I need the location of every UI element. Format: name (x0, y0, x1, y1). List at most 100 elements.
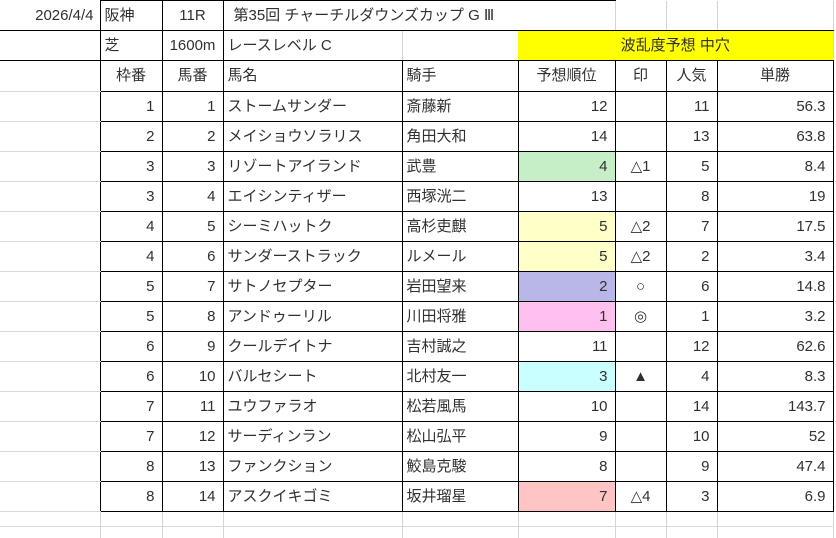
horse-number-cell[interactable]: 14 (162, 482, 223, 512)
margin-cell[interactable] (0, 482, 100, 512)
predicted-rank-cell[interactable]: 1 (518, 302, 615, 332)
popularity-cell[interactable]: 6 (666, 272, 717, 302)
win-odds-cell[interactable]: 47.4 (717, 452, 833, 482)
mark-cell[interactable] (615, 92, 666, 122)
win-odds-cell[interactable]: 63.8 (717, 122, 833, 152)
jockey-name-cell[interactable]: 西塚洸二 (402, 182, 518, 212)
jockey-name-cell[interactable]: 松若風馬 (402, 392, 518, 422)
margin-cell[interactable] (0, 332, 100, 362)
mark-cell[interactable] (615, 122, 666, 152)
win-odds-cell[interactable]: 8.4 (717, 152, 833, 182)
frame-number-cell[interactable]: 2 (100, 122, 162, 152)
mark-cell[interactable] (615, 422, 666, 452)
predicted-rank-cell[interactable]: 14 (518, 122, 615, 152)
empty-cell[interactable] (717, 1, 833, 31)
win-odds-cell[interactable]: 6.9 (717, 482, 833, 512)
frame-number-cell[interactable]: 6 (100, 332, 162, 362)
win-odds-cell[interactable]: 62.6 (717, 332, 833, 362)
frame-number-cell[interactable]: 3 (100, 152, 162, 182)
horse-number-cell[interactable]: 7 (162, 272, 223, 302)
margin-cell[interactable] (0, 392, 100, 422)
horse-name-cell[interactable]: アンドゥーリル (223, 302, 402, 332)
empty-cell[interactable] (615, 1, 666, 31)
horse-name-cell[interactable]: エイシンティザー (223, 182, 402, 212)
jockey-name-cell[interactable]: 斎藤新 (402, 92, 518, 122)
win-odds-cell[interactable]: 143.7 (717, 392, 833, 422)
horse-number-cell[interactable]: 10 (162, 362, 223, 392)
track-cell[interactable]: 阪神 (100, 1, 162, 31)
frame-number-cell[interactable]: 8 (100, 482, 162, 512)
frame-number-cell[interactable]: 4 (100, 242, 162, 272)
col-header-frame[interactable]: 枠番 (100, 61, 162, 92)
mark-cell[interactable] (615, 332, 666, 362)
win-odds-cell[interactable]: 14.8 (717, 272, 833, 302)
empty-cell[interactable] (666, 1, 717, 31)
margin-cell[interactable] (0, 182, 100, 212)
frame-number-cell[interactable]: 3 (100, 182, 162, 212)
col-header-win-odds[interactable]: 単勝 (717, 61, 833, 92)
predicted-rank-cell[interactable]: 4 (518, 152, 615, 182)
win-odds-cell[interactable]: 3.4 (717, 242, 833, 272)
mark-cell[interactable] (615, 392, 666, 422)
win-odds-cell[interactable]: 17.5 (717, 212, 833, 242)
mark-cell[interactable]: △1 (615, 152, 666, 182)
frame-number-cell[interactable]: 8 (100, 452, 162, 482)
jockey-name-cell[interactable]: 吉村誠之 (402, 332, 518, 362)
win-odds-cell[interactable]: 19 (717, 182, 833, 212)
col-header-horse-number[interactable]: 馬番 (162, 61, 223, 92)
margin-cell[interactable] (0, 422, 100, 452)
race-number-cell[interactable]: 11R (162, 1, 223, 31)
popularity-cell[interactable]: 3 (666, 482, 717, 512)
popularity-cell[interactable]: 9 (666, 452, 717, 482)
win-odds-cell[interactable]: 52 (717, 422, 833, 452)
horse-name-cell[interactable]: シーミハットク (223, 212, 402, 242)
predicted-rank-cell[interactable]: 9 (518, 422, 615, 452)
horse-name-cell[interactable]: ストームサンダー (223, 92, 402, 122)
horse-name-cell[interactable]: サトノセプター (223, 272, 402, 302)
popularity-cell[interactable]: 13 (666, 122, 717, 152)
predicted-rank-cell[interactable]: 2 (518, 272, 615, 302)
margin-cell[interactable] (0, 92, 100, 122)
col-header-predicted-rank[interactable]: 予想順位 (518, 61, 615, 92)
margin-cell[interactable] (0, 122, 100, 152)
frame-number-cell[interactable]: 7 (100, 392, 162, 422)
horse-name-cell[interactable]: サンダーストラック (223, 242, 402, 272)
popularity-cell[interactable]: 5 (666, 152, 717, 182)
popularity-cell[interactable]: 8 (666, 182, 717, 212)
horse-number-cell[interactable]: 13 (162, 452, 223, 482)
horse-name-cell[interactable]: リゾートアイランド (223, 152, 402, 182)
margin-cell[interactable] (0, 272, 100, 302)
jockey-name-cell[interactable]: 松山弘平 (402, 422, 518, 452)
margin-cell[interactable] (0, 242, 100, 272)
mark-cell[interactable]: ◎ (615, 302, 666, 332)
mark-cell[interactable]: △4 (615, 482, 666, 512)
horse-number-cell[interactable]: 12 (162, 422, 223, 452)
popularity-cell[interactable]: 10 (666, 422, 717, 452)
jockey-name-cell[interactable]: 鮫島克駿 (402, 452, 518, 482)
empty-cell[interactable] (0, 61, 100, 92)
jockey-name-cell[interactable]: 角田大和 (402, 122, 518, 152)
horse-number-cell[interactable]: 8 (162, 302, 223, 332)
win-odds-cell[interactable]: 3.2 (717, 302, 833, 332)
frame-number-cell[interactable]: 7 (100, 422, 162, 452)
surface-cell[interactable]: 芝 (100, 31, 162, 61)
jockey-name-cell[interactable]: 岩田望来 (402, 272, 518, 302)
predicted-rank-cell[interactable]: 5 (518, 242, 615, 272)
margin-cell[interactable] (0, 212, 100, 242)
predicted-rank-cell[interactable]: 12 (518, 92, 615, 122)
distance-cell[interactable]: 1600m (162, 31, 223, 61)
col-header-horse-name[interactable]: 馬名 (223, 61, 402, 92)
horse-name-cell[interactable]: メイショウソラリス (223, 122, 402, 152)
race-level-cell[interactable]: レースレベル C (223, 31, 402, 61)
horse-number-cell[interactable]: 3 (162, 152, 223, 182)
horse-number-cell[interactable]: 9 (162, 332, 223, 362)
horse-name-cell[interactable]: ファンクション (223, 452, 402, 482)
horse-number-cell[interactable]: 5 (162, 212, 223, 242)
popularity-cell[interactable]: 11 (666, 92, 717, 122)
jockey-name-cell[interactable]: 坂井瑠星 (402, 482, 518, 512)
margin-cell[interactable] (0, 452, 100, 482)
margin-cell[interactable] (0, 152, 100, 182)
popularity-cell[interactable]: 2 (666, 242, 717, 272)
mark-cell[interactable]: ○ (615, 272, 666, 302)
horse-number-cell[interactable]: 4 (162, 182, 223, 212)
